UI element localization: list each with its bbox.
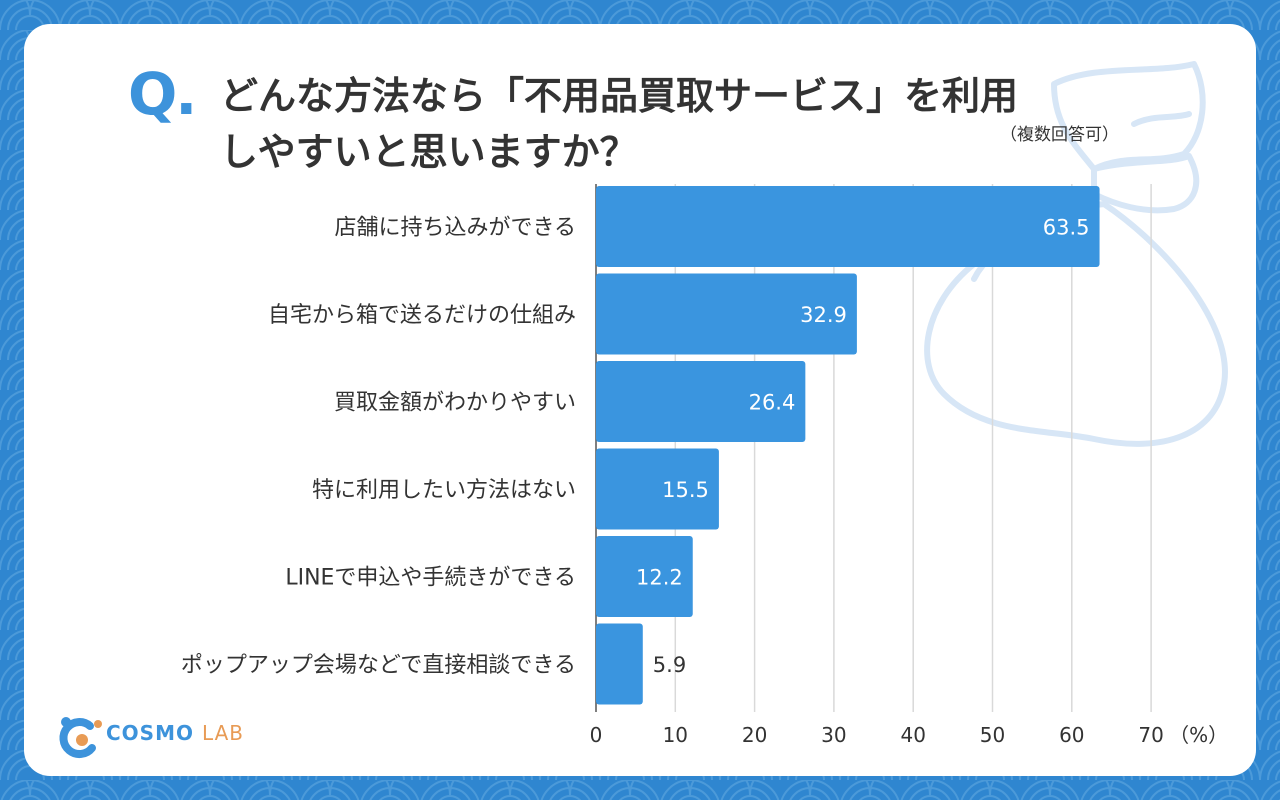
category-label: ポップアップ会場などで直接相談できる [181,653,576,678]
bar-chart: 0 10 20 30 40 50 60 70 （%） 店舗に持ち込みができる 63.5 自宅から箱で送… [181,184,1228,747]
cosmo-lab-logo-icon [59,717,102,759]
category-label: 自宅から箱で送るだけの仕組み [268,303,576,328]
bar [596,536,693,617]
data-label: 15.5 [662,478,709,502]
logo-text-cosmo: COSMO [106,721,194,745]
x-axis-unit-label: （%） [1169,723,1228,747]
logo-text: COSMO LAB [106,721,244,745]
x-tick-label: 0 [590,723,603,747]
bar [596,186,1100,267]
title-line-2: しやすいと思いますか？ [220,130,638,174]
x-tick-label: 10 [663,723,688,747]
bar [596,273,857,355]
title-line-1: どんな方法なら「不用品買取サービス」を利用 [220,74,1019,118]
data-label: 5.9 [653,653,686,677]
logo-text-lab: LAB [201,721,244,745]
category-label: 特に利用したい方法はない [312,478,576,503]
chart-card: Q. どんな方法なら「不用品買取サービス」を利用 しやすいと思いますか？ （複数… [24,24,1256,776]
x-tick-label: 50 [980,723,1005,747]
question-mark-label: Q. [128,60,197,128]
data-label: 63.5 [1043,216,1090,240]
bar [596,361,806,442]
category-label: 買取金額がわかりやすい [334,391,576,416]
multiple-answers-note: （複数回答可） [1000,125,1119,145]
data-label: 26.4 [749,391,796,415]
x-tick-label: 40 [900,723,925,747]
data-label: 12.2 [636,566,683,590]
data-label: 32.9 [800,303,847,327]
category-label: 店舗に持ち込みができる [334,216,576,241]
x-tick-label: 70 [1138,723,1163,747]
x-tick-label: 30 [821,723,846,747]
bar [596,448,719,530]
page-title: どんな方法なら「不用品買取サービス」を利用 しやすいと思いますか？ [220,68,1180,180]
x-tick-label: 60 [1059,723,1084,747]
bar [596,623,643,705]
x-tick-label: 20 [742,723,767,747]
category-label: LINEで申込や手続きができる [285,566,576,591]
